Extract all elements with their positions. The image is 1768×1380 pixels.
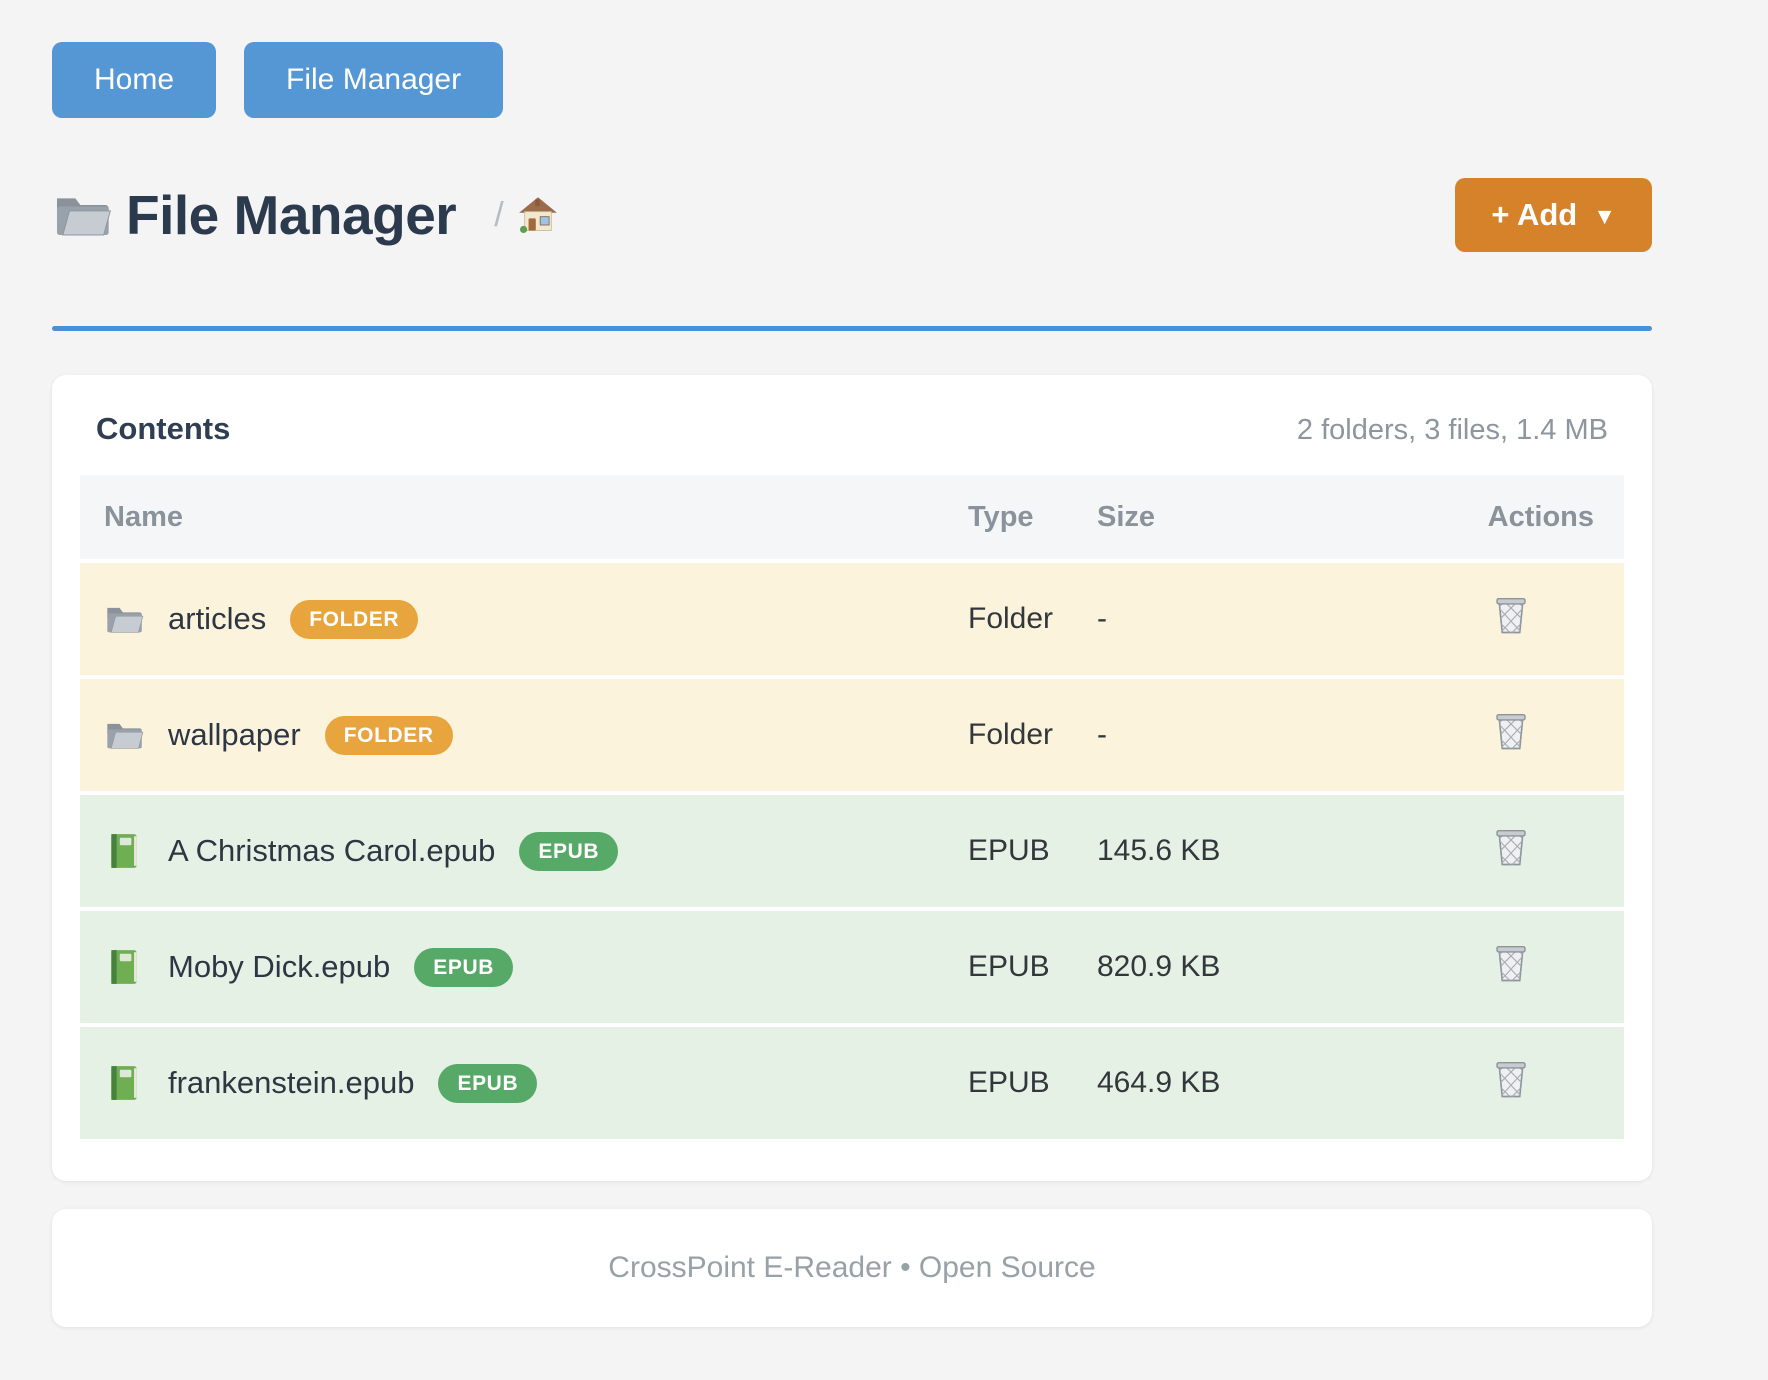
delete-button[interactable] [1492, 826, 1530, 871]
contents-card: Contents 2 folders, 3 files, 1.4 MB Name… [52, 375, 1652, 1181]
footer-text: CrossPoint E-Reader • Open Source [608, 1251, 1096, 1284]
contents-heading: Contents [96, 411, 231, 446]
delete-button[interactable] [1492, 710, 1530, 755]
breadcrumb: / [494, 196, 557, 235]
table-row: wallpaper FOLDER Folder - [80, 679, 1624, 791]
folder-icon [107, 607, 144, 633]
table-row: Moby Dick.epub EPUB EPUB 820.9 KB [80, 911, 1624, 1023]
table-header-row: Name Type Size Actions [80, 475, 1624, 559]
name-cell: frankenstein.epub EPUB [80, 1027, 944, 1139]
breadcrumb-separator: / [494, 195, 504, 234]
name-cell: wallpaper FOLDER [80, 679, 944, 791]
column-header-name: Name [80, 475, 944, 559]
contents-card-header: Contents 2 folders, 3 files, 1.4 MB [80, 411, 1624, 447]
book-icon [111, 950, 137, 984]
home-nav-button[interactable]: Home [52, 42, 217, 118]
type-badge: FOLDER [324, 715, 453, 755]
type-cell: EPUB [944, 795, 1073, 907]
type-cell: EPUB [944, 911, 1073, 1023]
file-name-link[interactable]: articles [168, 601, 267, 636]
trash-icon [1496, 1061, 1526, 1098]
delete-button[interactable] [1492, 594, 1530, 639]
type-cell: Folder [944, 563, 1073, 675]
name-cell: articles FOLDER [80, 563, 944, 675]
trash-icon [1496, 829, 1526, 866]
file-name-link[interactable]: frankenstein.epub [168, 1065, 415, 1100]
size-cell: 464.9 KB [1073, 1027, 1270, 1139]
type-cell: Folder [944, 679, 1073, 791]
file-name-link[interactable]: Moby Dick.epub [168, 949, 391, 984]
actions-cell [1270, 563, 1624, 675]
delete-button[interactable] [1492, 1058, 1530, 1103]
book-icon [111, 1066, 137, 1100]
table-row: articles FOLDER Folder - [80, 563, 1624, 675]
column-header-type: Type [944, 475, 1073, 559]
type-badge: EPUB [519, 831, 619, 871]
page-container: Home File Manager File Manager / + Add ▼ [52, 0, 1652, 1327]
type-badge: EPUB [438, 1063, 538, 1103]
name-cell: Moby Dick.epub EPUB [80, 911, 944, 1023]
size-cell: - [1073, 563, 1270, 675]
files-table: Name Type Size Actions [80, 471, 1624, 1143]
contents-summary: 2 folders, 3 files, 1.4 MB [1296, 414, 1608, 446]
house-icon[interactable] [518, 196, 558, 234]
folder-icon [57, 198, 111, 236]
delete-button[interactable] [1492, 942, 1530, 987]
actions-cell [1270, 795, 1624, 907]
book-icon [111, 834, 137, 868]
folder-icon [107, 723, 144, 749]
actions-cell [1270, 911, 1624, 1023]
trash-icon [1496, 597, 1526, 634]
trash-icon [1496, 945, 1526, 982]
top-nav: Home File Manager [52, 0, 1652, 118]
size-cell: 145.6 KB [1073, 795, 1270, 907]
add-button[interactable]: + Add ▼ [1455, 178, 1652, 252]
type-badge: FOLDER [290, 599, 419, 639]
name-cell: A Christmas Carol.epub EPUB [80, 795, 944, 907]
size-cell: - [1073, 679, 1270, 791]
actions-cell [1270, 679, 1624, 791]
file-manager-nav-button[interactable]: File Manager [244, 42, 504, 118]
file-name-link[interactable]: A Christmas Carol.epub [168, 833, 496, 868]
size-cell: 820.9 KB [1073, 911, 1270, 1023]
column-header-size: Size [1073, 475, 1270, 559]
footer: CrossPoint E-Reader • Open Source [52, 1209, 1652, 1327]
trash-icon [1496, 713, 1526, 750]
type-badge: EPUB [414, 947, 514, 987]
type-cell: EPUB [944, 1027, 1073, 1139]
file-name-link[interactable]: wallpaper [168, 717, 301, 752]
column-header-actions: Actions [1270, 475, 1624, 559]
page-title: File Manager [126, 184, 457, 246]
caret-down-icon: ▼ [1593, 202, 1616, 229]
table-row: A Christmas Carol.epub EPUB EPUB 145.6 K… [80, 795, 1624, 907]
table-row: frankenstein.epub EPUB EPUB 464.9 KB [80, 1027, 1624, 1139]
add-button-label: + Add [1491, 197, 1578, 232]
header-divider [52, 326, 1652, 331]
page-header: File Manager / + Add ▼ [52, 178, 1652, 252]
actions-cell [1270, 1027, 1624, 1139]
